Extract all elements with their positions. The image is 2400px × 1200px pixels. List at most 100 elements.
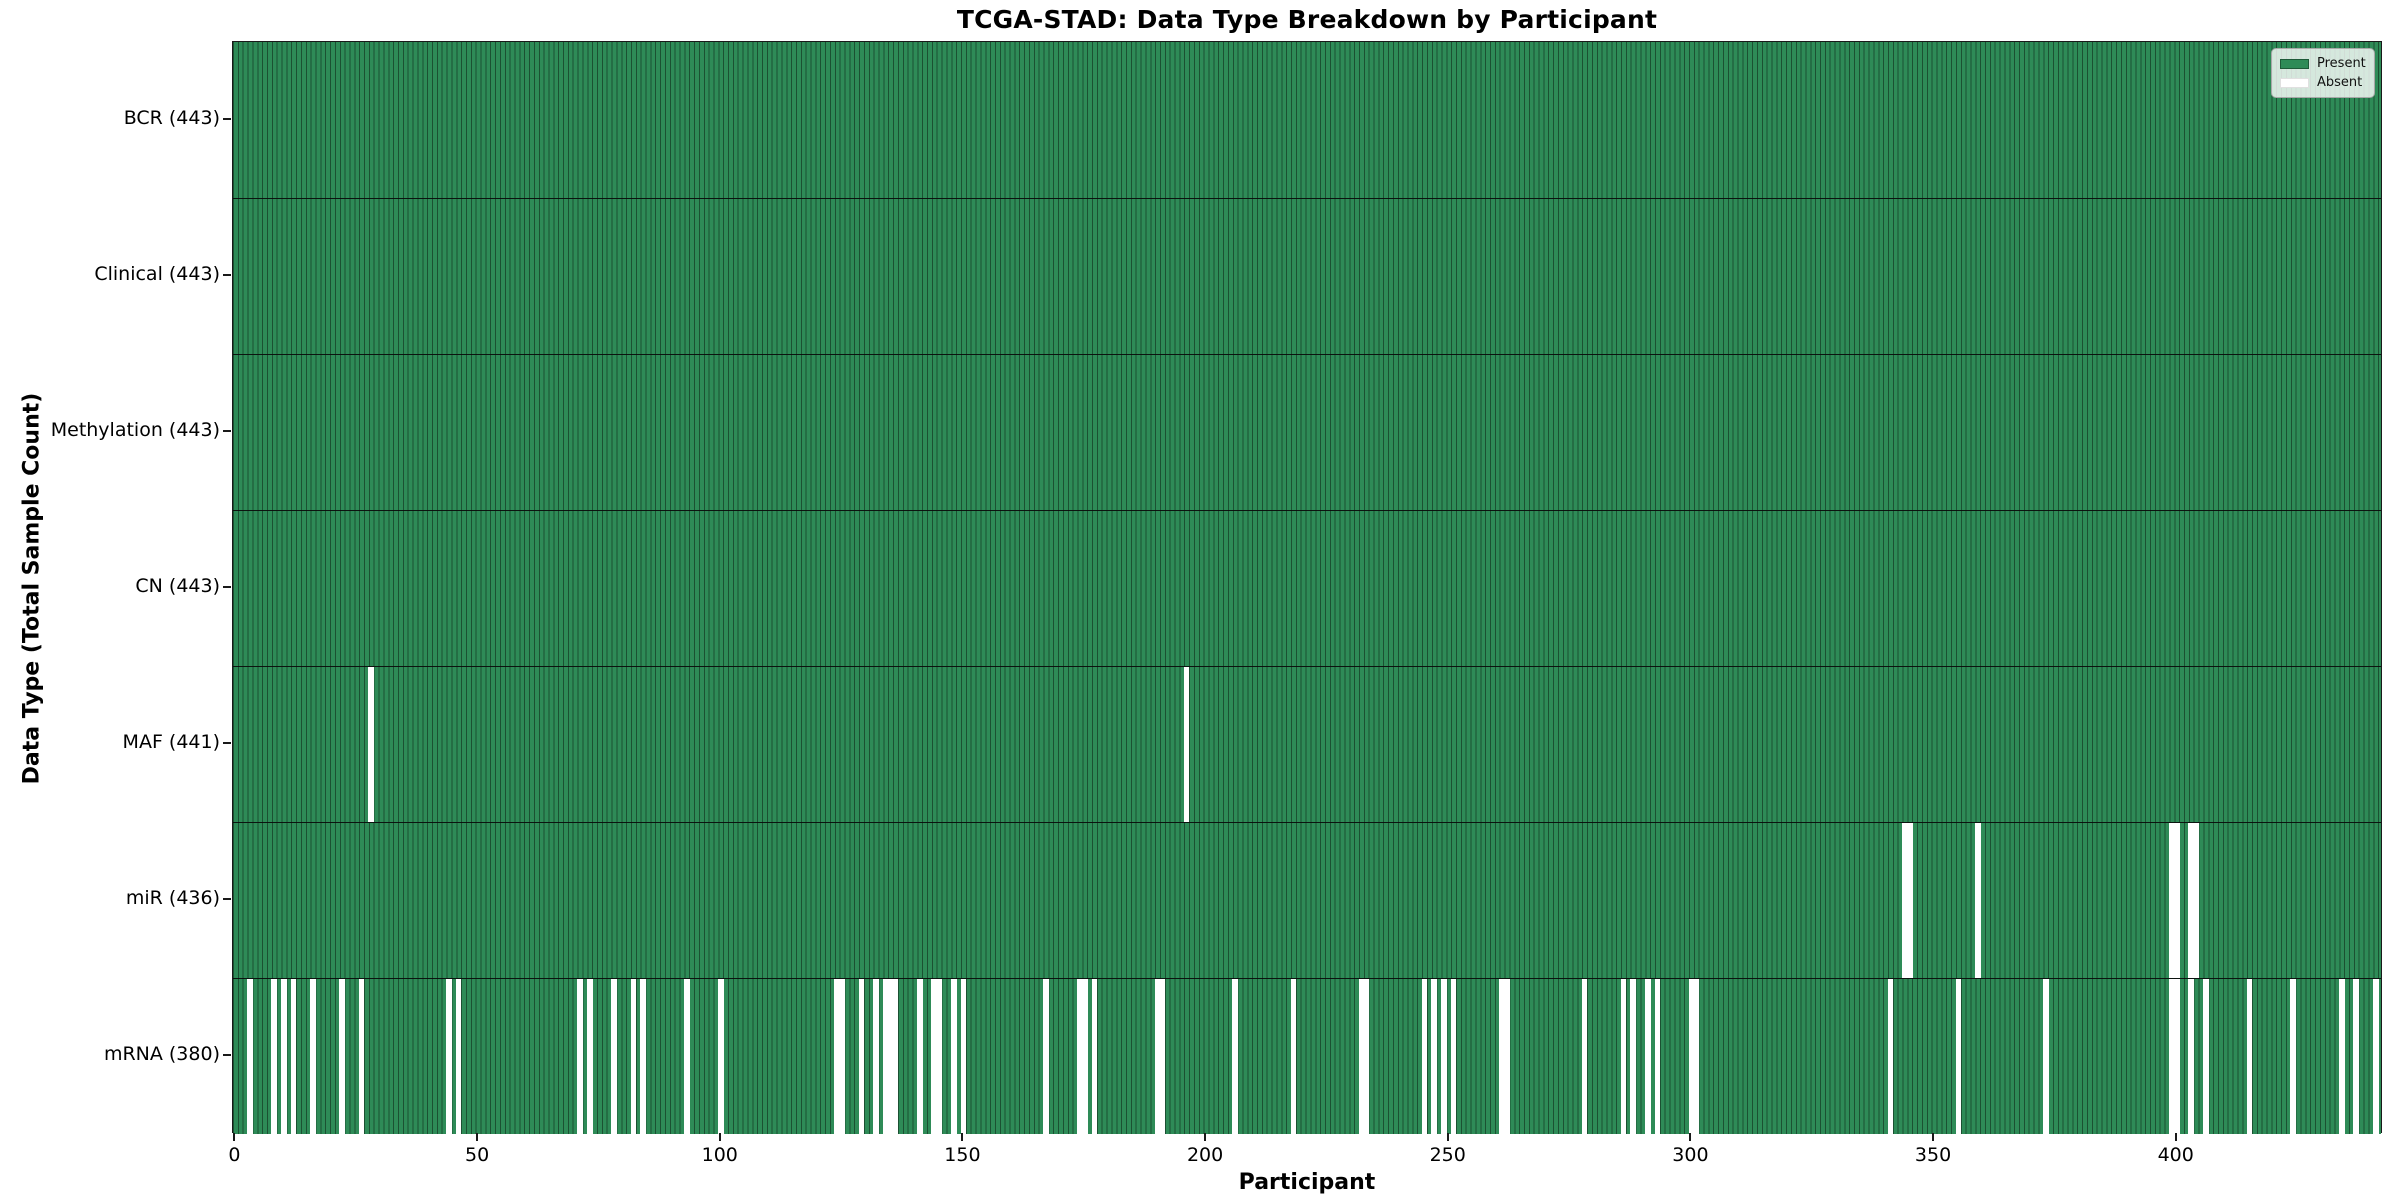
xtick-mark [1932, 1133, 1935, 1141]
absent-mark [1499, 979, 1505, 1134]
absent-mark [1644, 979, 1651, 1134]
absent-mark [358, 979, 365, 1134]
xtick-label-100: 100 [701, 1144, 738, 1166]
absent-mark [2169, 979, 2175, 1134]
absent-mark [1974, 823, 1981, 978]
absent-mark [368, 667, 375, 822]
legend-item-absent: Absent [2280, 74, 2366, 91]
absent-mark [1358, 979, 1365, 1134]
heatmap-row-MAF [233, 666, 2381, 822]
absent-mark [834, 979, 841, 1134]
absent-mark [882, 979, 889, 1134]
absent-mark [455, 979, 462, 1134]
absent-mark [339, 979, 345, 1134]
legend: Present Absent [2271, 48, 2375, 98]
ytick-label-Methylation: Methylation (443) [50, 419, 220, 441]
xtick-mark [1446, 1133, 1449, 1141]
xtick-mark [1689, 1133, 1692, 1141]
absent-mark [2169, 823, 2175, 978]
absent-mark [2042, 979, 2049, 1134]
absent-mark [2290, 979, 2297, 1134]
ytick-label-CN: CN (443) [135, 575, 220, 597]
x-axis-label: Participant [1238, 1170, 1376, 1195]
xtick-label-300: 300 [1672, 1144, 1709, 1166]
xtick-label-200: 200 [1186, 1144, 1224, 1166]
absent-mark [1159, 979, 1166, 1134]
absent-mark [1955, 979, 1962, 1134]
xtick-label-350: 350 [1914, 1144, 1952, 1166]
absent-mark [1902, 823, 1908, 978]
ytick-label-Clinical: Clinical (443) [94, 263, 220, 285]
plot-area [232, 41, 2382, 1134]
ytick-mark [223, 1054, 231, 1056]
absent-mark [1688, 979, 1695, 1134]
absent-mark [2372, 979, 2379, 1134]
heatmap-row-BCR [233, 42, 2381, 198]
heatmap-row-CN [233, 510, 2381, 666]
absent-mark [1421, 979, 1428, 1134]
absent-mark [1654, 979, 1661, 1134]
absent-mark [1581, 979, 1588, 1134]
ytick-mark [223, 742, 231, 744]
absent-mark [247, 979, 253, 1134]
xtick-label-150: 150 [944, 1144, 981, 1166]
ytick-label-mRNA: mRNA (380) [103, 1043, 220, 1065]
absent-mark [1363, 979, 1370, 1134]
absent-mark [2353, 979, 2360, 1134]
ytick-mark [223, 586, 231, 588]
absent-mark [2188, 979, 2195, 1134]
absent-mark [2193, 823, 2199, 978]
absent-mark [1077, 979, 1083, 1134]
absent-mark [1232, 979, 1238, 1134]
absent-mark [717, 979, 724, 1134]
absent-mark [2173, 979, 2180, 1134]
xtick-mark [233, 1133, 236, 1141]
absent-mark [858, 979, 865, 1134]
heatmap-row-miR [233, 822, 2381, 978]
xtick-mark [2174, 1133, 2177, 1141]
ytick-label-BCR: BCR (443) [123, 107, 220, 129]
chart-title: TCGA-STAD: Data Type Breakdown by Partic… [956, 5, 1658, 34]
absent-mark [281, 979, 287, 1134]
absent-mark [1290, 979, 1297, 1134]
ytick-mark [223, 274, 231, 276]
ytick-mark [223, 430, 231, 432]
absent-mark [1183, 667, 1190, 822]
xtick-mark [718, 1133, 721, 1141]
absent-mark [1091, 979, 1098, 1134]
absent-mark [1154, 979, 1161, 1134]
absent-mark [2203, 979, 2209, 1134]
ytick-mark [223, 898, 231, 900]
absent-mark [446, 979, 452, 1134]
absent-mark [2246, 979, 2253, 1134]
heatmap-row-mRNA [233, 978, 2381, 1134]
absent-mark [1450, 979, 1457, 1134]
heatmap-row-Methylation [233, 354, 2381, 510]
xtick-label-0: 0 [228, 1144, 241, 1166]
xtick-mark [1204, 1133, 1207, 1141]
ytick-label-MAF: MAF (441) [122, 731, 220, 753]
absent-mark [1081, 979, 1088, 1134]
ytick-mark [223, 118, 231, 120]
legend-item-present: Present [2280, 55, 2366, 72]
absent-mark [271, 979, 278, 1134]
absent-mark [1693, 979, 1700, 1134]
absent-swatch-icon [2280, 77, 2309, 88]
absent-mark [310, 979, 316, 1134]
absent-mark [1504, 979, 1510, 1134]
absent-mark [577, 979, 583, 1134]
absent-mark [931, 979, 938, 1134]
absent-mark [586, 979, 593, 1134]
absent-mark [873, 979, 879, 1134]
absent-mark [2188, 823, 2195, 978]
absent-mark [683, 979, 690, 1134]
xtick-label-400: 400 [2157, 1144, 2194, 1166]
present-swatch-icon [2280, 58, 2309, 69]
xtick-mark [476, 1133, 479, 1141]
xtick-label-250: 250 [1429, 1144, 1466, 1166]
absent-mark [2338, 979, 2345, 1134]
heatmap-row-Clinical [233, 198, 2381, 354]
absent-mark [960, 979, 967, 1134]
absent-mark [839, 979, 845, 1134]
